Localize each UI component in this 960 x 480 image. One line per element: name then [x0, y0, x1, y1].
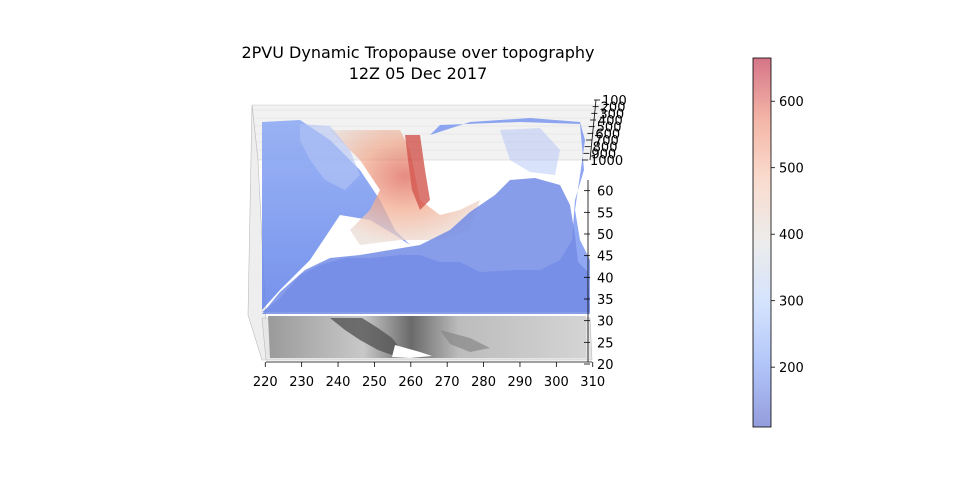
x-ticks: 220 230 240 250 260 270 280 290 300 310 — [253, 362, 605, 390]
colorbar-tick-label: 400 — [779, 228, 804, 243]
x-tick-label: 290 — [508, 375, 533, 390]
y-tick-label: 45 — [597, 250, 614, 265]
x-tick-label: 230 — [289, 375, 314, 390]
x-tick-label: 310 — [580, 375, 605, 390]
colorbar-tick-label: 600 — [779, 95, 804, 110]
colorbar-gradient — [753, 58, 771, 427]
z-tick-label: 500 — [597, 121, 622, 136]
y-tick-label: 20 — [597, 358, 614, 373]
chart-title: 2PVU Dynamic Tropopause over topography — [241, 43, 594, 62]
y-tick-label: 50 — [597, 228, 614, 243]
z-tick-label: 900 — [591, 147, 616, 162]
z-tick-label: 100 — [602, 94, 627, 109]
y-tick-label: 55 — [597, 206, 614, 221]
x-tick-label: 250 — [362, 375, 387, 390]
z-tick-label: 400 — [598, 114, 623, 129]
x-axis: 220 230 240 250 260 270 280 290 300 310 — [253, 361, 605, 390]
colorbar-tick-label: 500 — [779, 162, 804, 177]
z-tick-label: 700 — [594, 134, 619, 149]
z-tick-label: 200 — [601, 101, 626, 116]
y-tick-label: 40 — [597, 271, 614, 286]
x-tick-label: 300 — [544, 375, 569, 390]
z-tick-label: 1000 — [590, 154, 623, 169]
x-tick-label: 260 — [398, 375, 423, 390]
x-tick-label: 270 — [435, 375, 460, 390]
colorbar: 200 300 400 500 600 — [752, 57, 804, 428]
z-axis-line — [589, 99, 597, 161]
x-tick-label: 240 — [326, 375, 351, 390]
y-ticks: 20 25 30 35 40 45 50 55 60 — [584, 185, 614, 373]
x-tick-label: 280 — [471, 375, 496, 390]
z-tick-label: 600 — [595, 127, 620, 142]
colorbar-tick-label: 200 — [779, 361, 804, 376]
y-tick-label: 30 — [597, 315, 614, 330]
colorbar-frame — [752, 57, 772, 428]
tropopause-surface — [262, 118, 590, 314]
back-gridlines — [252, 109, 604, 151]
x-tick-label: 220 — [253, 375, 278, 390]
y-tick-label: 25 — [597, 336, 614, 351]
colorbar-tick-label: 300 — [779, 295, 804, 310]
y-axis: 20 25 30 35 40 45 50 55 60 — [584, 180, 614, 373]
chart-subtitle: 12Z 05 Dec 2017 — [349, 64, 488, 83]
z-tick-label: 300 — [599, 107, 624, 122]
colorbar-ticks: 200 300 400 500 600 — [771, 95, 804, 376]
y-tick-label: 35 — [597, 293, 614, 308]
topography-surface — [268, 316, 586, 358]
y-tick-label: 60 — [597, 185, 614, 200]
axes-3d: 220 230 240 250 260 270 280 290 300 310 20 25 30 35 4… — [247, 94, 627, 390]
z-tick-label: 800 — [593, 141, 618, 156]
